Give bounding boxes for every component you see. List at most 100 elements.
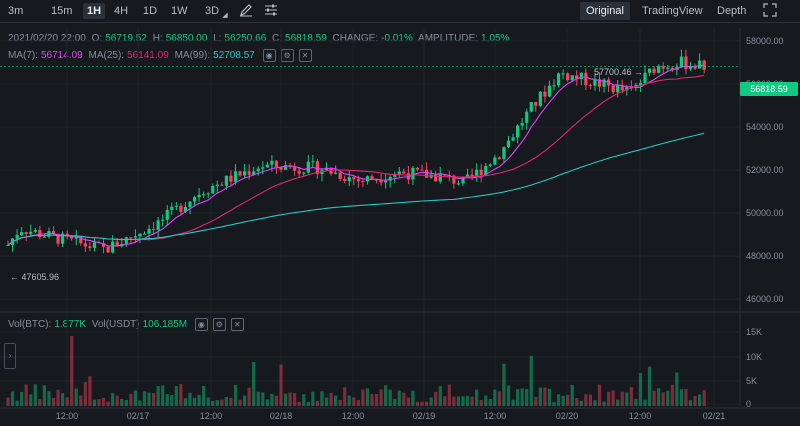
volume-bar xyxy=(243,395,247,406)
vol-close-icon[interactable]: ✕ xyxy=(230,318,244,331)
candle-body xyxy=(607,79,611,86)
volume-axis-label: 5K xyxy=(746,376,757,386)
timeframe-1d[interactable]: 1D xyxy=(143,5,158,17)
candle-body xyxy=(156,220,160,230)
volume-bar xyxy=(666,390,670,406)
volume-bar xyxy=(215,400,219,406)
candle-body xyxy=(634,84,638,88)
view-tradingview[interactable]: TradingView xyxy=(642,5,703,17)
volume-bar xyxy=(420,401,424,406)
time-axis-label: 12:00 xyxy=(629,411,652,421)
candle-body xyxy=(97,242,101,244)
low-label: L: xyxy=(213,33,222,44)
candle-body xyxy=(252,171,256,175)
candle-body xyxy=(434,174,438,182)
timeframe-15m[interactable]: 15m xyxy=(51,5,73,17)
candle-body xyxy=(493,157,497,165)
ma7-value: 56714.09 xyxy=(41,50,83,62)
volume-bar xyxy=(406,397,410,406)
candle-body xyxy=(488,164,492,166)
candle-body xyxy=(61,233,65,244)
candle-body xyxy=(170,206,174,210)
ma-eye-icon[interactable]: ◉ xyxy=(262,49,276,62)
volume-bar xyxy=(356,400,360,406)
time-axis-label: 12:00 xyxy=(342,411,365,421)
candle-body xyxy=(506,140,511,148)
price-axis-label: 58000.00 xyxy=(746,36,784,46)
candle-body xyxy=(602,79,606,87)
volume-bar xyxy=(288,392,292,406)
timeframe-1w[interactable]: 1W xyxy=(171,5,188,17)
volume-bar xyxy=(584,394,588,406)
view-original[interactable]: Original xyxy=(580,2,630,20)
timeframe-3d[interactable]: 3D xyxy=(205,5,220,17)
candle-body xyxy=(670,67,674,70)
volume-bar xyxy=(183,398,188,406)
vol-usdt-label: Vol(USDT) xyxy=(91,319,140,331)
timeframe-4h[interactable]: 4H xyxy=(114,5,129,17)
volume-bar xyxy=(24,384,28,406)
volume-bar xyxy=(188,392,192,406)
candle-body xyxy=(625,87,629,91)
view-depth[interactable]: Depth xyxy=(717,5,747,17)
time-axis-label: 02/21 xyxy=(703,411,726,421)
change-value: -0.01% xyxy=(381,33,413,44)
candle-body xyxy=(6,244,10,246)
volume-bar xyxy=(42,385,46,406)
volume-bar xyxy=(538,387,542,406)
candle-body xyxy=(570,75,574,81)
candle-body xyxy=(288,165,292,168)
candle-body xyxy=(183,207,188,212)
volume-info: Vol(BTC): 1.877K Vol(USDT) 106.185M ◉ ⚙ ✕ xyxy=(8,318,247,331)
timeframe-1h[interactable]: 1H xyxy=(83,3,106,19)
candle-body xyxy=(475,169,479,177)
side-panel-toggle[interactable]: › xyxy=(4,343,16,369)
timeframe-3m[interactable]: 3m xyxy=(8,5,24,17)
candle-body xyxy=(638,82,643,85)
ma7-label: MA(7): xyxy=(8,50,38,62)
candle-body xyxy=(106,246,110,253)
settings-sliders-icon[interactable] xyxy=(263,3,279,19)
ma99-line xyxy=(7,132,705,246)
volume-bar xyxy=(261,392,265,406)
draw-pencil-icon[interactable] xyxy=(238,3,254,19)
candle-body xyxy=(497,157,501,159)
volume-bar xyxy=(329,393,333,406)
volume-bar xyxy=(384,385,388,406)
candle-body xyxy=(356,179,360,182)
volume-bar xyxy=(88,376,92,406)
volume-bar xyxy=(402,392,406,406)
volume-bar xyxy=(638,373,643,406)
candle-body xyxy=(534,102,538,106)
volume-bar xyxy=(20,391,24,406)
ma-settings-icon[interactable]: ⚙ xyxy=(280,49,294,62)
vol-settings-icon[interactable]: ⚙ xyxy=(212,318,226,331)
vol-eye-icon[interactable]: ◉ xyxy=(194,318,208,331)
candle-body xyxy=(147,228,151,234)
timeframe-dropdown-icon[interactable]: ◢ xyxy=(222,12,228,19)
volume-bar xyxy=(597,384,602,406)
volume-bar xyxy=(111,393,115,406)
volume-bar xyxy=(693,396,697,406)
ma-close-icon[interactable]: ✕ xyxy=(298,49,312,62)
change-label: CHANGE: xyxy=(332,33,379,44)
volume-bar xyxy=(197,394,201,406)
volume-bar xyxy=(479,399,483,406)
candle-body xyxy=(593,79,597,86)
volume-bar xyxy=(570,384,574,406)
volume-bar xyxy=(343,387,347,406)
candle-body xyxy=(324,167,329,171)
candle-body xyxy=(684,56,688,70)
high-value: 56850.00 xyxy=(165,33,208,44)
candle-body xyxy=(575,75,579,79)
volume-bar xyxy=(156,386,160,406)
candle-body xyxy=(29,231,33,235)
volume-bar xyxy=(488,398,492,406)
volume-bar xyxy=(315,400,319,406)
candle-body xyxy=(698,60,702,69)
candle-body xyxy=(174,205,178,207)
candle-body xyxy=(315,161,319,175)
fullscreen-icon[interactable] xyxy=(762,3,778,19)
candle-body xyxy=(343,179,347,182)
